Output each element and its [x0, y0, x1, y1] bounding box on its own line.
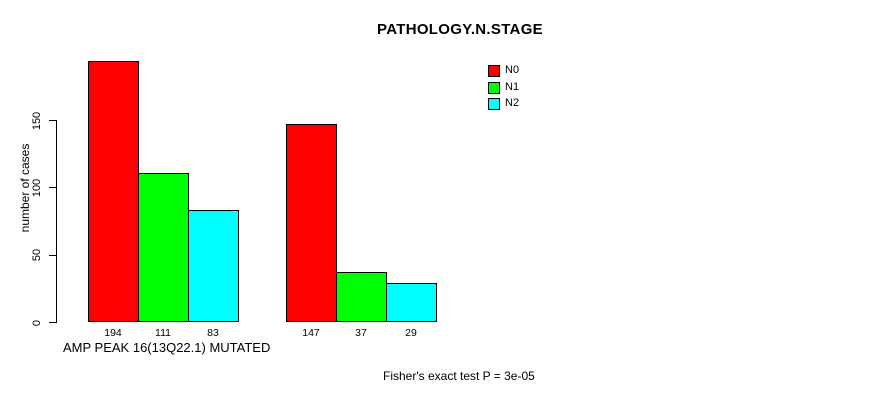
y-axis-tick-label: 50 [31, 249, 43, 262]
legend-swatch-n0 [488, 65, 500, 77]
bar-value-label: 83 [207, 327, 219, 339]
bar-n2-group1 [188, 210, 239, 322]
y-axis-tick [49, 187, 56, 189]
legend-swatch-n1 [488, 81, 500, 94]
y-axis-tick [49, 120, 56, 121]
bar-n0-group2 [286, 124, 337, 322]
bar-value-label: 147 [302, 327, 320, 339]
bar-n1-group1 [138, 172, 189, 322]
bar-n2-group2 [386, 282, 437, 322]
statistical-test-annotation: Fisher's exact test P = 3e-05 [383, 369, 535, 383]
bar-value-label: 29 [405, 327, 417, 339]
chart-title: PATHOLOGY.N.STAGE [377, 21, 543, 38]
y-axis-tick [49, 254, 56, 256]
legend-swatch-n2 [488, 98, 500, 110]
bar-value-label: 194 [104, 327, 122, 339]
legend-label-n0: N0 [505, 64, 520, 76]
legend-label-n2: N2 [505, 97, 520, 109]
bar-value-label: 111 [155, 327, 171, 339]
x-axis-label: AMP PEAK 16(13Q22.1) MUTATED [63, 340, 271, 355]
y-axis-line [56, 120, 57, 323]
bar-n0-group1 [88, 60, 139, 322]
y-axis-tick-label: 100 [31, 178, 43, 198]
y-axis-tick-label: 150 [31, 111, 43, 130]
bar-value-label: 37 [355, 327, 367, 339]
y-axis-label: number of cases [18, 143, 32, 233]
bar-n1-group2 [336, 272, 387, 322]
y-axis-tick [49, 322, 56, 323]
legend-label-n1: N1 [505, 80, 520, 93]
y-axis-tick-label: 0 [31, 319, 43, 326]
